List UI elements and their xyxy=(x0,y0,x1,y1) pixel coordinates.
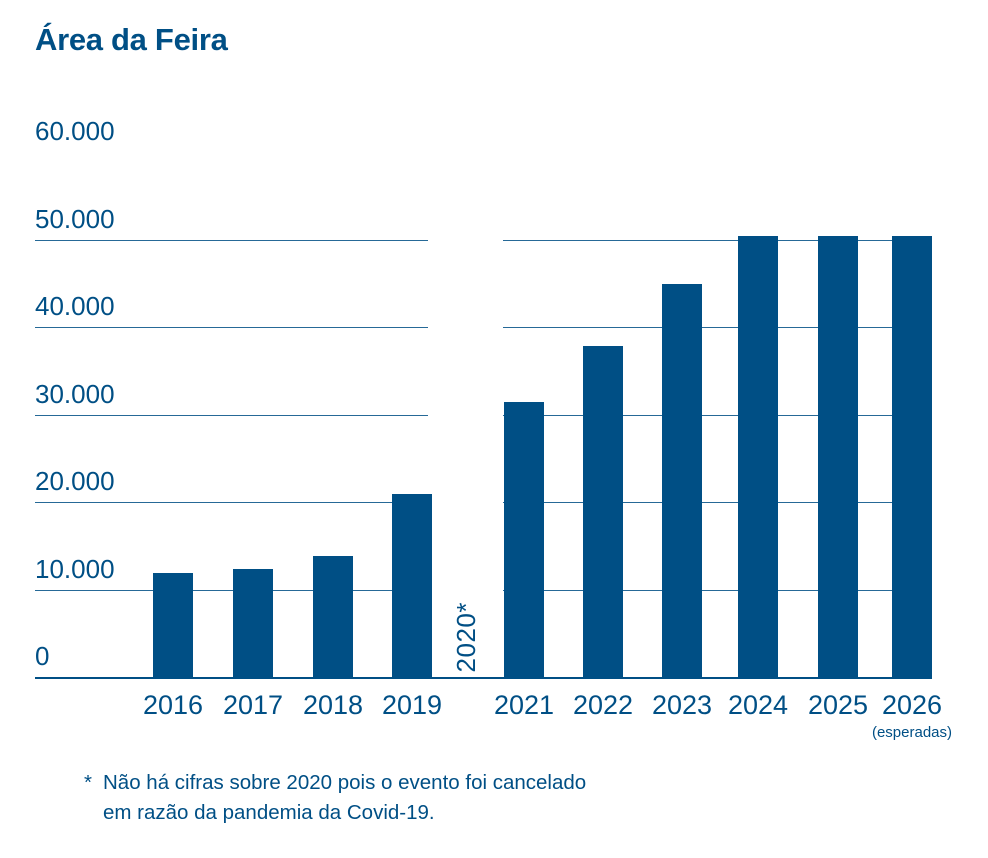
yaxis-tick-50000: 50.000 xyxy=(35,203,115,234)
bar-2026 xyxy=(892,236,932,678)
footnote-marker: * xyxy=(84,771,92,794)
gap-year-label: 2020* xyxy=(451,601,481,672)
bar-2019 xyxy=(392,494,432,678)
xaxis-label-2017: 2017 xyxy=(222,690,284,720)
xaxis-label-2025: 2025 xyxy=(807,690,869,720)
yaxis-tick-40000: 40.000 xyxy=(35,291,115,321)
gridline-10000 xyxy=(35,589,428,591)
chart-title: Área da Feira xyxy=(35,22,228,57)
gridline-40000 xyxy=(35,327,428,328)
xaxis-label-2023: 2023 xyxy=(651,690,713,720)
footnote-text: Não há cifras sobre 2020 pois o evento f… xyxy=(103,768,586,827)
gridline-40000 xyxy=(503,327,932,328)
xaxis-label-2026: 2026 xyxy=(881,690,943,720)
xaxis-label-2019: 2019 xyxy=(381,690,443,720)
bar-2025 xyxy=(818,236,858,678)
gridline-30000 xyxy=(35,414,428,416)
bar-2017 xyxy=(233,568,273,678)
expected-note: (esperadas) xyxy=(871,724,952,741)
bar-2016 xyxy=(153,573,193,678)
bar-2018 xyxy=(313,555,353,678)
bar-2022 xyxy=(583,345,623,678)
gridline-20000 xyxy=(503,502,932,503)
gridline-20000 xyxy=(35,502,428,503)
yaxis-tick-20000: 20.000 xyxy=(35,466,115,496)
yaxis-tick-60000: 60.000 xyxy=(35,116,115,146)
yaxis-tick-0: 0 xyxy=(35,641,50,671)
xaxis-label-2018: 2018 xyxy=(302,690,364,720)
xaxis-label-2016: 2016 xyxy=(142,690,204,720)
yaxis-tick-10000: 10.000 xyxy=(35,553,115,584)
gridline-10000 xyxy=(503,589,932,591)
xaxis-label-2021: 2021 xyxy=(493,690,555,720)
xaxis-label-2024: 2024 xyxy=(727,690,789,720)
x-axis-line xyxy=(35,677,932,679)
footnote: * Não há cifras sobre 2020 pois o evento… xyxy=(84,768,586,827)
gridline-50000 xyxy=(35,239,428,241)
footnote-line-2: em razão da pandemia da Covid-19. xyxy=(102,800,435,824)
footnote-line-1: Não há cifras sobre 2020 pois o evento f… xyxy=(102,771,587,794)
bar-2024 xyxy=(738,236,778,678)
gridline-30000 xyxy=(503,414,932,416)
bar-2021 xyxy=(504,402,544,678)
gridline-50000 xyxy=(503,239,932,241)
xaxis-label-2022: 2022 xyxy=(572,690,634,720)
yaxis-tick-30000: 30.000 xyxy=(35,378,115,409)
bar-chart-plot-area: 60.000 50.000 40.000 30.000 20.000 10.000 0 201… xyxy=(35,116,942,720)
bar-2023 xyxy=(662,284,702,678)
